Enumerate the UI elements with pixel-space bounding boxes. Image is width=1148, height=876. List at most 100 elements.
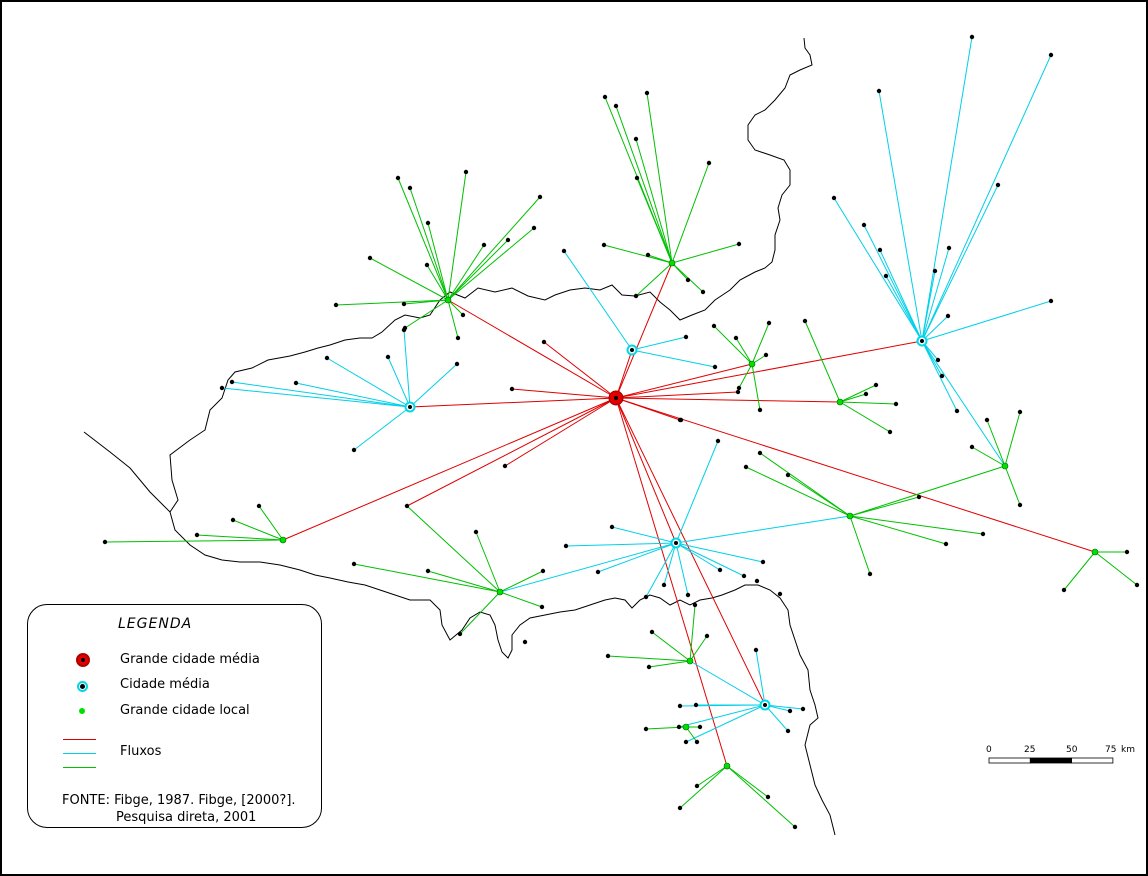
flow-line xyxy=(787,474,851,517)
flow-line xyxy=(615,105,673,264)
locality-dot xyxy=(697,724,703,730)
flow-line xyxy=(543,341,617,399)
flow-line xyxy=(878,90,923,342)
locality-dot xyxy=(863,391,869,397)
cidade-media-center xyxy=(763,703,767,707)
locality-dot xyxy=(980,531,986,537)
locality-dot xyxy=(831,195,837,201)
flow-line xyxy=(1004,411,1021,467)
flow-line xyxy=(353,406,411,451)
flow-line xyxy=(447,196,541,301)
locality-dot xyxy=(481,242,487,248)
locality-dot xyxy=(943,541,949,547)
locality-dot xyxy=(649,629,655,635)
flow-line xyxy=(689,635,708,662)
locality-dot xyxy=(645,252,651,258)
flow-line xyxy=(196,534,284,541)
flow-line xyxy=(426,264,449,301)
source-line-2: Pesquisa direta, 2001 xyxy=(116,810,257,825)
locality-dot xyxy=(401,327,407,333)
locality-dot xyxy=(609,524,615,530)
flow-line xyxy=(406,397,617,507)
flow-line xyxy=(459,591,501,635)
flow-line xyxy=(447,299,617,399)
flow-line xyxy=(755,649,766,706)
flow-line xyxy=(403,299,449,305)
flow-line xyxy=(335,299,449,306)
flow-line xyxy=(751,363,761,411)
flow-line xyxy=(597,542,677,573)
locality-dot xyxy=(1124,549,1130,555)
locality-dot xyxy=(954,408,960,414)
grande-cidade-local-marker xyxy=(723,762,731,770)
locality-dot xyxy=(678,417,684,423)
flow-line xyxy=(986,419,1006,467)
locality-dot xyxy=(425,568,431,574)
flow-line xyxy=(615,397,681,421)
locality-dot xyxy=(457,631,463,637)
flow-line xyxy=(675,440,719,544)
flow-line xyxy=(921,270,936,342)
flow-line xyxy=(663,542,677,586)
flow-line xyxy=(475,531,501,593)
flow-line xyxy=(921,315,949,342)
flow-line xyxy=(631,336,687,351)
flow-line xyxy=(607,655,691,662)
locality-dot xyxy=(711,323,717,329)
flow-line xyxy=(839,401,891,433)
locality-dot xyxy=(694,783,700,789)
locality-dot xyxy=(765,794,771,800)
locality-dot xyxy=(946,245,952,251)
flow-line xyxy=(764,704,804,710)
flow-line xyxy=(839,401,897,405)
locality-dot xyxy=(787,708,793,714)
locality-dot xyxy=(704,633,710,639)
flow-line xyxy=(499,570,544,593)
flow-line xyxy=(1004,465,1021,506)
flow-line xyxy=(921,247,950,342)
locality-dot xyxy=(939,373,945,379)
locality-dot xyxy=(736,385,742,391)
scale-unit: km xyxy=(1121,745,1135,755)
flow-line xyxy=(675,542,689,596)
locality-dot xyxy=(633,136,639,142)
scale-tick-75: 75 xyxy=(1105,745,1117,755)
flow-line xyxy=(447,299,464,316)
locality-dot xyxy=(333,302,339,308)
grande-cidade-local-marker xyxy=(1091,548,1099,556)
locality-dot xyxy=(733,335,739,341)
flow-line xyxy=(689,660,766,706)
cidade-media-center xyxy=(630,348,634,352)
flow-line xyxy=(885,275,923,342)
locality-dot xyxy=(634,175,640,181)
locality-dot xyxy=(425,220,431,226)
flow-line xyxy=(565,542,677,547)
boundary-lines xyxy=(83,37,836,836)
flow-line xyxy=(635,262,673,297)
flow-line xyxy=(326,357,411,408)
locality-dot xyxy=(760,559,766,565)
flow-line xyxy=(409,363,458,408)
flow-line xyxy=(921,184,999,342)
cidade-media-center xyxy=(408,405,412,409)
flow-line xyxy=(921,36,973,342)
flow-line xyxy=(221,387,411,408)
locality-dot xyxy=(194,532,200,538)
locality-dot xyxy=(683,739,689,745)
flow-line xyxy=(104,539,284,543)
flow-line xyxy=(675,542,721,571)
locality-dot xyxy=(867,571,873,577)
flow-line xyxy=(232,519,284,541)
locality-dot xyxy=(741,573,747,579)
locality-dot xyxy=(753,647,759,653)
green-dot-icon xyxy=(79,708,85,714)
flow-line xyxy=(738,363,753,389)
locality-dot xyxy=(715,438,721,444)
locality-dot xyxy=(945,313,951,319)
locality-dot xyxy=(735,389,741,395)
locality-dot xyxy=(876,88,882,94)
locality-dot xyxy=(677,805,683,811)
flow-line xyxy=(647,254,673,264)
flow-line xyxy=(447,239,509,301)
